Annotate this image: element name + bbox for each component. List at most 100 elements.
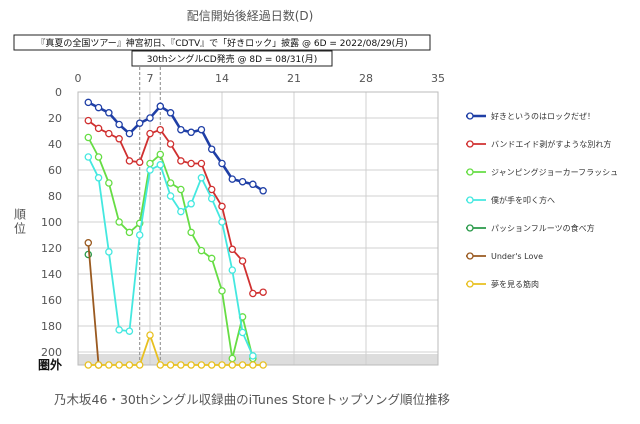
data-point: [166, 179, 175, 187]
data-point: [125, 228, 134, 237]
y-tick-label: 160: [41, 294, 62, 307]
legend-item: ジャンピングジョーカーフラッシュ: [466, 167, 618, 177]
data-point: [249, 180, 257, 189]
legend-marker: [466, 196, 474, 204]
data-point: [156, 102, 165, 111]
legend-label: ジャンピングジョーカーフラッシュ: [491, 167, 618, 177]
data-point: [187, 361, 195, 369]
data-point: [218, 202, 226, 211]
data-point: [84, 239, 93, 247]
data-point: [125, 157, 134, 165]
data-point: [146, 129, 154, 138]
y-tick-label: 20: [48, 112, 62, 125]
data-point: [177, 361, 185, 369]
data-point: [249, 289, 257, 298]
data-point: [94, 103, 103, 112]
data-point: [207, 194, 216, 203]
data-point: [177, 207, 185, 216]
series-3: [84, 153, 257, 360]
data-point: [84, 98, 93, 107]
data-point: [249, 352, 257, 360]
data-point: [146, 331, 154, 339]
data-point: [228, 361, 237, 369]
series-0: [84, 98, 267, 195]
data-point: [166, 361, 175, 369]
data-point: [218, 159, 226, 168]
data-point: [94, 174, 103, 182]
data-point: [228, 245, 237, 254]
data-point: [84, 116, 93, 125]
data-point: [84, 361, 93, 369]
y-tick-label: 40: [48, 138, 62, 151]
chart-title: 乃木坂46・30thシングル収録曲のiTunes Storeトップソング順位推移: [54, 392, 450, 407]
series-1: [84, 116, 267, 298]
y-tick-label: 180: [41, 320, 62, 333]
legend-marker: [466, 140, 474, 148]
y-tick-label: 100: [41, 216, 62, 229]
legend-item: Under's Love: [466, 252, 543, 261]
data-point: [156, 361, 165, 369]
legend-item: 夢を見る筋肉: [466, 279, 539, 289]
data-point: [207, 254, 216, 263]
x-tick-label: 28: [359, 72, 373, 85]
data-point: [115, 135, 123, 143]
y-tick-label: 60: [48, 164, 62, 177]
data-point: [146, 159, 154, 168]
data-point: [84, 133, 93, 142]
data-point: [259, 361, 267, 369]
legend-item: 僕が手を叩く方へ: [466, 195, 555, 205]
legend-label: Under's Love: [491, 252, 543, 261]
x-tick-label: 35: [431, 72, 445, 85]
data-point: [238, 361, 247, 369]
data-point: [187, 128, 195, 137]
data-point: [187, 159, 195, 168]
legend-item: バンドエイド剥がすような別れ方: [466, 139, 611, 149]
x-tick-label: 0: [75, 72, 82, 85]
legend-item: 好きというのはロックだぜ！: [466, 111, 595, 121]
series-5: [84, 239, 103, 369]
x-tick-label: 7: [147, 72, 154, 85]
legend-label: パッションフルーツの食べ方: [491, 223, 595, 233]
y-tick-label: 140: [41, 268, 62, 281]
data-point: [238, 257, 247, 265]
legend-label: 僕が手を叩く方へ: [491, 195, 555, 205]
annotation-box: [13, 34, 431, 51]
data-point: [166, 192, 175, 200]
data-point: [238, 177, 247, 186]
data-point: [115, 326, 123, 334]
y-tick-label: 0: [55, 86, 62, 99]
data-point: [177, 157, 185, 165]
legend-marker: [466, 112, 474, 120]
data-point: [187, 228, 195, 237]
data-point: [156, 150, 165, 159]
data-point: [166, 109, 175, 117]
data-point: [197, 174, 206, 182]
data-point: [135, 361, 144, 369]
data-point: [177, 185, 185, 194]
data-point: [156, 161, 165, 169]
legend-label: バンドエイド剥がすような別れ方: [491, 139, 611, 149]
legend-marker: [466, 252, 474, 260]
y-tick-label: 80: [48, 190, 62, 203]
data-point: [249, 361, 257, 369]
data-point: [105, 179, 113, 187]
data-point: [197, 246, 206, 255]
data-point: [84, 153, 93, 161]
x-tick-label: 21: [287, 72, 301, 85]
x-tick-label: 14: [215, 72, 229, 85]
legend-marker: [466, 224, 474, 232]
data-point: [197, 159, 206, 168]
out-of-chart-band: [78, 354, 438, 365]
y-axis-title: 順位: [14, 208, 26, 236]
series-line: [87, 101, 264, 192]
x-axis-title: 配信開始後経過日数(D): [187, 8, 314, 23]
data-point: [125, 327, 134, 335]
data-point: [156, 125, 165, 134]
legend-item: パッションフルーツの食べ方: [466, 223, 595, 233]
data-point: [125, 361, 134, 369]
data-point: [125, 129, 134, 138]
data-point: [94, 361, 103, 369]
data-point: [177, 125, 185, 134]
annotation-box: [131, 50, 333, 67]
